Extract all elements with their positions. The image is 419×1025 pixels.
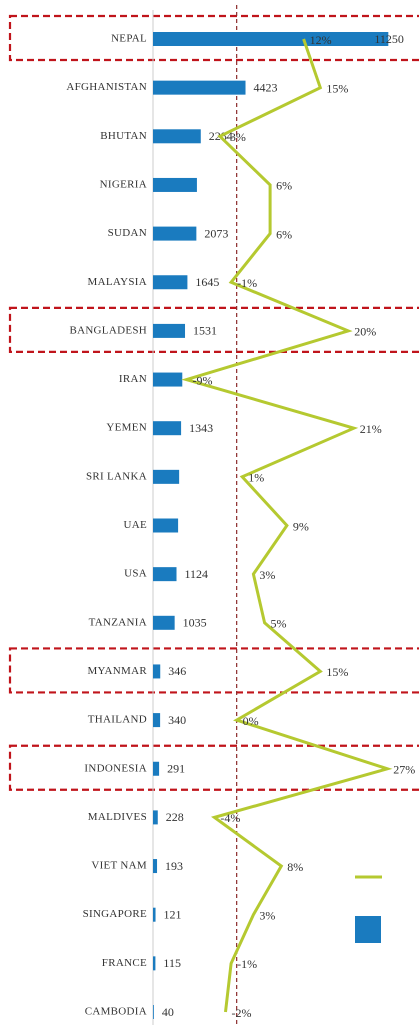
line-value-label: 20% xyxy=(354,325,376,339)
bar-value-label: 193 xyxy=(165,859,183,873)
bar xyxy=(153,421,182,436)
highlight-box xyxy=(8,744,419,791)
bar xyxy=(153,80,246,95)
line xyxy=(181,38,393,1013)
bar xyxy=(153,761,160,776)
category-label: SRI LANKA xyxy=(86,470,147,482)
bar xyxy=(153,664,161,679)
bar-value-label: 2073 xyxy=(204,226,228,240)
bar-value-label: 115 xyxy=(163,956,181,970)
bar xyxy=(153,275,188,290)
bar xyxy=(153,810,158,825)
bar xyxy=(153,567,177,582)
line-value-label: -2% xyxy=(232,1006,252,1020)
category-label: SUDAN xyxy=(108,227,147,239)
line-value-label: 0% xyxy=(243,714,259,728)
category-label: INDONESIA xyxy=(84,762,147,774)
category-label: NIGERIA xyxy=(100,178,147,190)
line-value-label: -9% xyxy=(192,373,212,387)
line-value-label: 21% xyxy=(360,422,382,436)
category-label: BHUTAN xyxy=(100,130,147,142)
category-label: SINGAPORE xyxy=(83,908,147,920)
category-label: FRANCE xyxy=(102,957,147,969)
bar-value-label: 4423 xyxy=(254,80,278,94)
bar-value-label: 291 xyxy=(167,762,185,776)
line-value-label: 8% xyxy=(287,860,303,874)
category-label: CAMBODIA xyxy=(85,1006,147,1018)
line-value-label: -3% xyxy=(226,130,246,144)
bar-value-label: 340 xyxy=(168,713,186,727)
bar xyxy=(153,956,156,971)
line-value-label: -1% xyxy=(237,957,257,971)
line-value-label: -4% xyxy=(220,811,240,825)
line-value-label: 5% xyxy=(271,617,287,631)
category-label: USA xyxy=(124,568,147,580)
line-value-label: 1% xyxy=(248,471,264,485)
bar xyxy=(153,323,186,338)
category-label: IRAN xyxy=(119,373,147,385)
category-label: BANGLADESH xyxy=(69,324,147,336)
bar xyxy=(153,226,197,241)
line-value-label: 6% xyxy=(276,227,292,241)
bar xyxy=(153,518,179,533)
bar-value-label: 1531 xyxy=(193,324,217,338)
category-label: MALDIVES xyxy=(88,811,147,823)
bar xyxy=(153,907,156,922)
highlight-box xyxy=(8,306,419,353)
bar-value-label: 346 xyxy=(168,664,186,678)
bar-value-label: 1035 xyxy=(183,616,207,630)
bar-value-label: 40 xyxy=(162,1005,174,1019)
category-label: AFGHANISTAN xyxy=(66,81,147,93)
line-value-label: 15% xyxy=(326,665,348,679)
bar xyxy=(153,469,180,484)
bar-value-label: 121 xyxy=(164,907,182,921)
bar xyxy=(153,177,197,192)
bar-value-label: 1645 xyxy=(195,275,219,289)
legend-swatch-bars xyxy=(355,916,381,943)
bar xyxy=(153,372,183,387)
bar-value-label: 228 xyxy=(166,810,184,824)
line-value-label: 12% xyxy=(310,33,332,47)
category-label: TANZANIA xyxy=(89,616,147,628)
line-value-label: 9% xyxy=(293,519,309,533)
category-label: NEPAL xyxy=(111,33,147,45)
bar-value-label: 11250 xyxy=(374,32,404,46)
highlight-box xyxy=(8,14,419,62)
bar-value-label: 1124 xyxy=(185,567,209,581)
line-value-label: 3% xyxy=(259,568,275,582)
line-value-label: 27% xyxy=(393,763,415,777)
category-label: MYANMAR xyxy=(87,665,147,677)
bar xyxy=(153,713,161,728)
bar xyxy=(153,129,201,144)
line-value-label: 3% xyxy=(259,908,275,922)
line-value-label: 15% xyxy=(326,81,348,95)
category-label: THAILAND xyxy=(88,714,147,726)
bar xyxy=(153,32,389,46)
category-label: MALAYSIA xyxy=(88,276,147,288)
category-label: VIET NAM xyxy=(91,860,147,872)
bar xyxy=(153,615,175,630)
bar xyxy=(153,859,158,874)
line-value-label: 6% xyxy=(276,179,292,193)
bar-value-label: 1343 xyxy=(189,421,213,435)
highlight-box xyxy=(8,647,419,694)
line-value-label: -1% xyxy=(237,276,257,290)
category-label: UAE xyxy=(123,519,147,531)
category-label: YEMEN xyxy=(106,422,147,434)
bar xyxy=(153,1005,154,1019)
